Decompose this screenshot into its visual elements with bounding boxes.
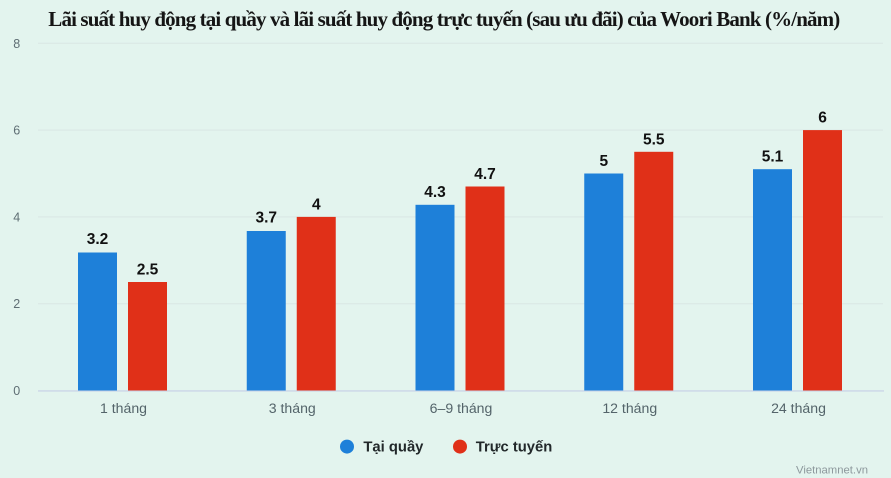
svg-text:Trực tuyến: Trực tuyến	[476, 439, 553, 455]
svg-text:2.5: 2.5	[137, 262, 159, 279]
svg-text:4.3: 4.3	[424, 184, 446, 201]
svg-text:4: 4	[312, 196, 321, 213]
svg-text:5.1: 5.1	[762, 149, 784, 166]
svg-text:24 tháng: 24 tháng	[771, 400, 826, 416]
svg-text:Vietnamnet.vn: Vietnamnet.vn	[796, 465, 868, 477]
svg-text:2: 2	[13, 297, 20, 311]
svg-text:3 tháng: 3 tháng	[269, 400, 316, 416]
svg-text:Tại quầy: Tại quầy	[363, 439, 424, 455]
svg-text:6: 6	[818, 110, 827, 127]
svg-text:0: 0	[13, 384, 20, 398]
svg-text:3.2: 3.2	[87, 231, 109, 248]
svg-text:5.5: 5.5	[643, 131, 665, 148]
svg-text:5: 5	[599, 153, 608, 170]
svg-text:3.7: 3.7	[255, 209, 277, 226]
svg-text:6–9 tháng: 6–9 tháng	[430, 400, 493, 416]
svg-text:8: 8	[13, 37, 20, 51]
svg-text:1 tháng: 1 tháng	[100, 400, 147, 416]
svg-text:Lãi suất huy động tại quầy và: Lãi suất huy động tại quầy và lãi suất h…	[48, 7, 840, 31]
svg-text:4.7: 4.7	[474, 166, 496, 183]
svg-text:6: 6	[13, 124, 20, 138]
svg-text:4: 4	[13, 210, 20, 224]
svg-text:12 tháng: 12 tháng	[602, 400, 657, 416]
